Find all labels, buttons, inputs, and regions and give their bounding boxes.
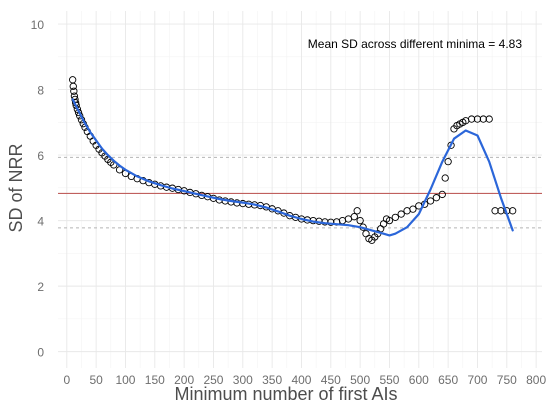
mean-sd-annotation: Mean SD across different minima = 4.83: [308, 37, 523, 51]
data-point: [356, 216, 364, 225]
data-point: [391, 213, 399, 221]
data-point: [473, 115, 482, 123]
smooth-curve: [71, 98, 514, 237]
reference-lines: [58, 156, 542, 229]
smooth-curve-group: [71, 98, 514, 237]
x-tick-label: 250: [203, 373, 223, 387]
x-tick-label: 600: [409, 373, 429, 387]
data-point: [497, 207, 505, 215]
x-tick-label: 800: [526, 373, 546, 387]
x-axis-title: Minimum number of first AIs: [174, 384, 397, 404]
y-tick-label: 4: [37, 215, 44, 229]
x-tick-label: 500: [350, 373, 370, 387]
tick-labels: 0 50 100 150 200 250 300 350 400 450 500 550 600 650 7…: [31, 18, 547, 387]
grid: [58, 11, 542, 368]
data-point: [467, 115, 476, 123]
data-point: [403, 207, 411, 215]
x-tick-label: 300: [233, 373, 253, 387]
data-point: [432, 194, 441, 202]
y-tick-label: 0: [37, 346, 44, 360]
x-tick-label: 0: [63, 373, 70, 387]
data-points: [69, 76, 517, 244]
data-point: [327, 218, 335, 226]
data-point: [441, 174, 449, 182]
data-point: [353, 207, 361, 215]
data-point: [350, 213, 358, 221]
data-point: [444, 158, 452, 166]
x-tick-label: 100: [115, 373, 135, 387]
x-tick-label: 750: [497, 373, 517, 387]
x-tick-label: 150: [145, 373, 165, 387]
x-tick-label: 450: [321, 373, 341, 387]
data-point: [485, 115, 493, 123]
x-tick-label: 350: [262, 373, 282, 387]
data-point: [426, 197, 435, 205]
y-tick-label: 8: [37, 84, 44, 98]
x-tick-label: 200: [174, 373, 194, 387]
x-tick-label: 700: [467, 373, 487, 387]
data-point: [409, 205, 417, 213]
x-tick-label: 400: [291, 373, 311, 387]
data-point: [479, 115, 487, 123]
x-tick-label: 50: [89, 373, 103, 387]
y-tick-label: 10: [31, 18, 45, 32]
data-point: [70, 87, 78, 95]
y-tick-label: 2: [37, 280, 44, 294]
y-axis-title: SD of NRR: [6, 143, 26, 232]
data-point: [385, 216, 394, 225]
x-tick-label: 550: [379, 373, 399, 387]
x-tick-label: 650: [438, 373, 458, 387]
data-point: [509, 207, 517, 215]
data-point: [73, 105, 82, 113]
data-point: [69, 82, 77, 90]
data-point: [397, 210, 405, 218]
data-point: [69, 76, 77, 84]
data-point: [438, 190, 446, 199]
data-point: [491, 207, 499, 215]
y-tick-label: 6: [37, 149, 44, 163]
